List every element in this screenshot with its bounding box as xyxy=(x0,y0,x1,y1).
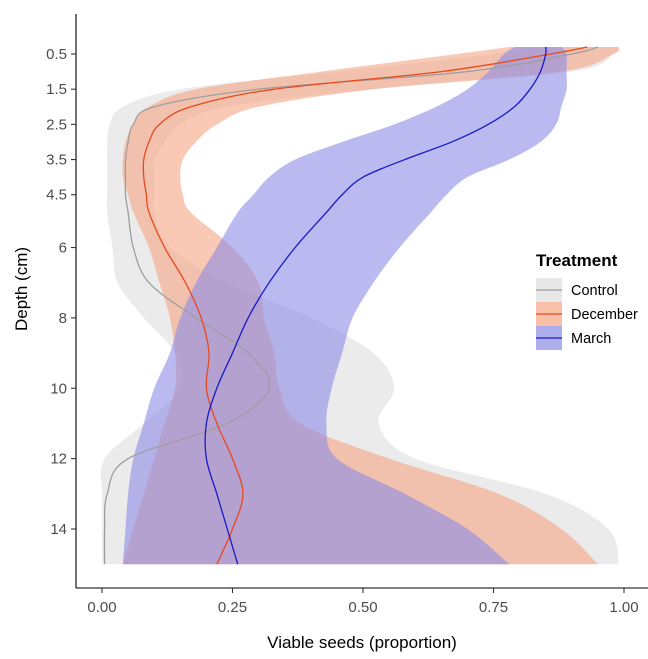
y-axis-title: Depth (cm) xyxy=(12,247,31,331)
x-axis-title: Viable seeds (proportion) xyxy=(267,633,457,652)
y-tick-label: 0.5 xyxy=(46,46,67,63)
y-tick-label: 8 xyxy=(59,310,67,327)
x-tick-label: 1.00 xyxy=(609,599,638,616)
y-tick-label: 10 xyxy=(50,380,67,397)
x-tick-label: 0.75 xyxy=(479,599,508,616)
x-tick-label: 0.50 xyxy=(348,599,377,616)
line-december xyxy=(142,46,588,565)
x-tick-label: 0.25 xyxy=(218,599,247,616)
y-tick-label: 1.5 xyxy=(46,81,67,98)
y-tick-label: 6 xyxy=(59,240,67,257)
confidence-bands xyxy=(100,46,620,565)
line-march xyxy=(204,46,547,565)
legend-label-march: March xyxy=(571,331,611,347)
x-tick-label: 0.00 xyxy=(87,599,116,616)
ticks: 0.00 0.25 0.50 0.75 1.00 0.5 1.5 2.5 3.5 4.5 6 8 10 1… xyxy=(46,46,638,616)
legend-title: Treatment xyxy=(536,251,618,270)
y-tick-label: 14 xyxy=(50,521,67,538)
line-control xyxy=(103,46,599,565)
y-tick-label: 4.5 xyxy=(46,187,67,204)
y-tick-label: 3.5 xyxy=(46,152,67,169)
band-march xyxy=(122,46,567,565)
legend-label-control: Control xyxy=(571,283,618,299)
legend: Treatment Control December March xyxy=(536,251,638,350)
legend-label-december: December xyxy=(571,307,638,323)
y-tick-label: 12 xyxy=(50,451,67,468)
mean-lines xyxy=(103,46,599,565)
y-tick-label: 2.5 xyxy=(46,116,67,133)
axes xyxy=(75,14,648,589)
